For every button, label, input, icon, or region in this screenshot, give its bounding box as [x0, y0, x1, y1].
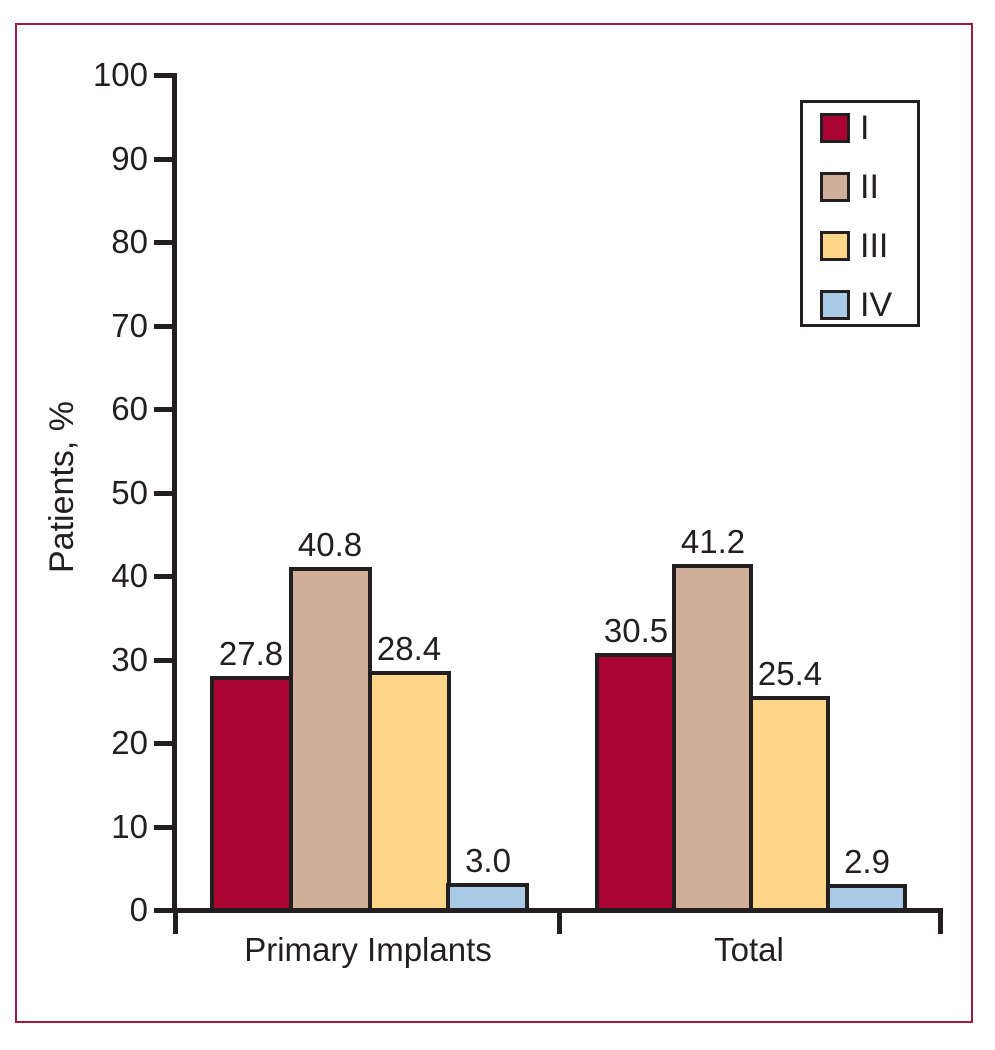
bar-ii-primary-implants	[289, 567, 372, 912]
y-tick	[154, 240, 172, 245]
bar-iii-primary-implants	[368, 671, 451, 912]
x-tick	[173, 908, 178, 934]
y-tick	[154, 73, 172, 78]
legend-swatch-ii	[820, 172, 850, 202]
y-tick-label: 90	[111, 140, 148, 177]
bar-i-primary-implants	[210, 676, 293, 912]
y-tick-label: 80	[111, 223, 148, 260]
y-tick-label: 70	[111, 307, 148, 344]
y-tick-label: 10	[111, 808, 148, 845]
y-axis-line	[172, 73, 177, 912]
x-tick	[938, 908, 943, 934]
y-tick	[154, 324, 172, 329]
y-tick	[154, 491, 172, 496]
bar-value-label: 28.4	[376, 630, 442, 667]
y-tick	[154, 658, 172, 663]
bar-iii-total	[749, 696, 830, 912]
y-tick-label: 20	[111, 724, 148, 761]
y-tick	[154, 908, 172, 913]
bar-value-label: 30.5	[603, 612, 669, 649]
bar-value-label: 3.0	[465, 842, 511, 879]
legend-label: IV	[860, 286, 893, 324]
y-tick	[154, 157, 172, 162]
legend-label: I	[860, 109, 870, 147]
y-tick	[154, 407, 172, 412]
bar-value-label: 41.2	[680, 523, 746, 560]
y-tick-label: 0	[129, 891, 148, 928]
bar-value-label: 25.4	[757, 655, 823, 692]
x-tick	[557, 908, 562, 934]
y-tick	[154, 825, 172, 830]
category-label: Primary Implants	[244, 931, 492, 968]
y-tick-label: 40	[111, 557, 148, 594]
y-tick-label: 30	[111, 641, 148, 678]
y-tick	[154, 741, 172, 746]
legend-label: II	[860, 168, 879, 206]
bar-value-label: 27.8	[218, 635, 284, 672]
y-tick-label: 60	[111, 390, 148, 427]
figure-frame	[15, 23, 973, 1023]
legend-swatch-i	[820, 113, 850, 143]
legend-swatch-iv	[820, 290, 850, 320]
bar-ii-total	[672, 564, 753, 912]
y-tick	[154, 574, 172, 579]
y-tick-label: 50	[111, 474, 148, 511]
legend-swatch-iii	[820, 231, 850, 261]
bar-value-label: 40.8	[297, 526, 363, 563]
category-label: Total	[714, 931, 784, 968]
bar-iv-primary-implants	[446, 883, 529, 912]
bar-iv-total	[826, 884, 907, 912]
legend-label: III	[860, 227, 889, 265]
y-tick-label: 100	[92, 56, 148, 93]
bar-value-label: 2.9	[844, 843, 890, 880]
bar-i-total	[595, 653, 676, 912]
